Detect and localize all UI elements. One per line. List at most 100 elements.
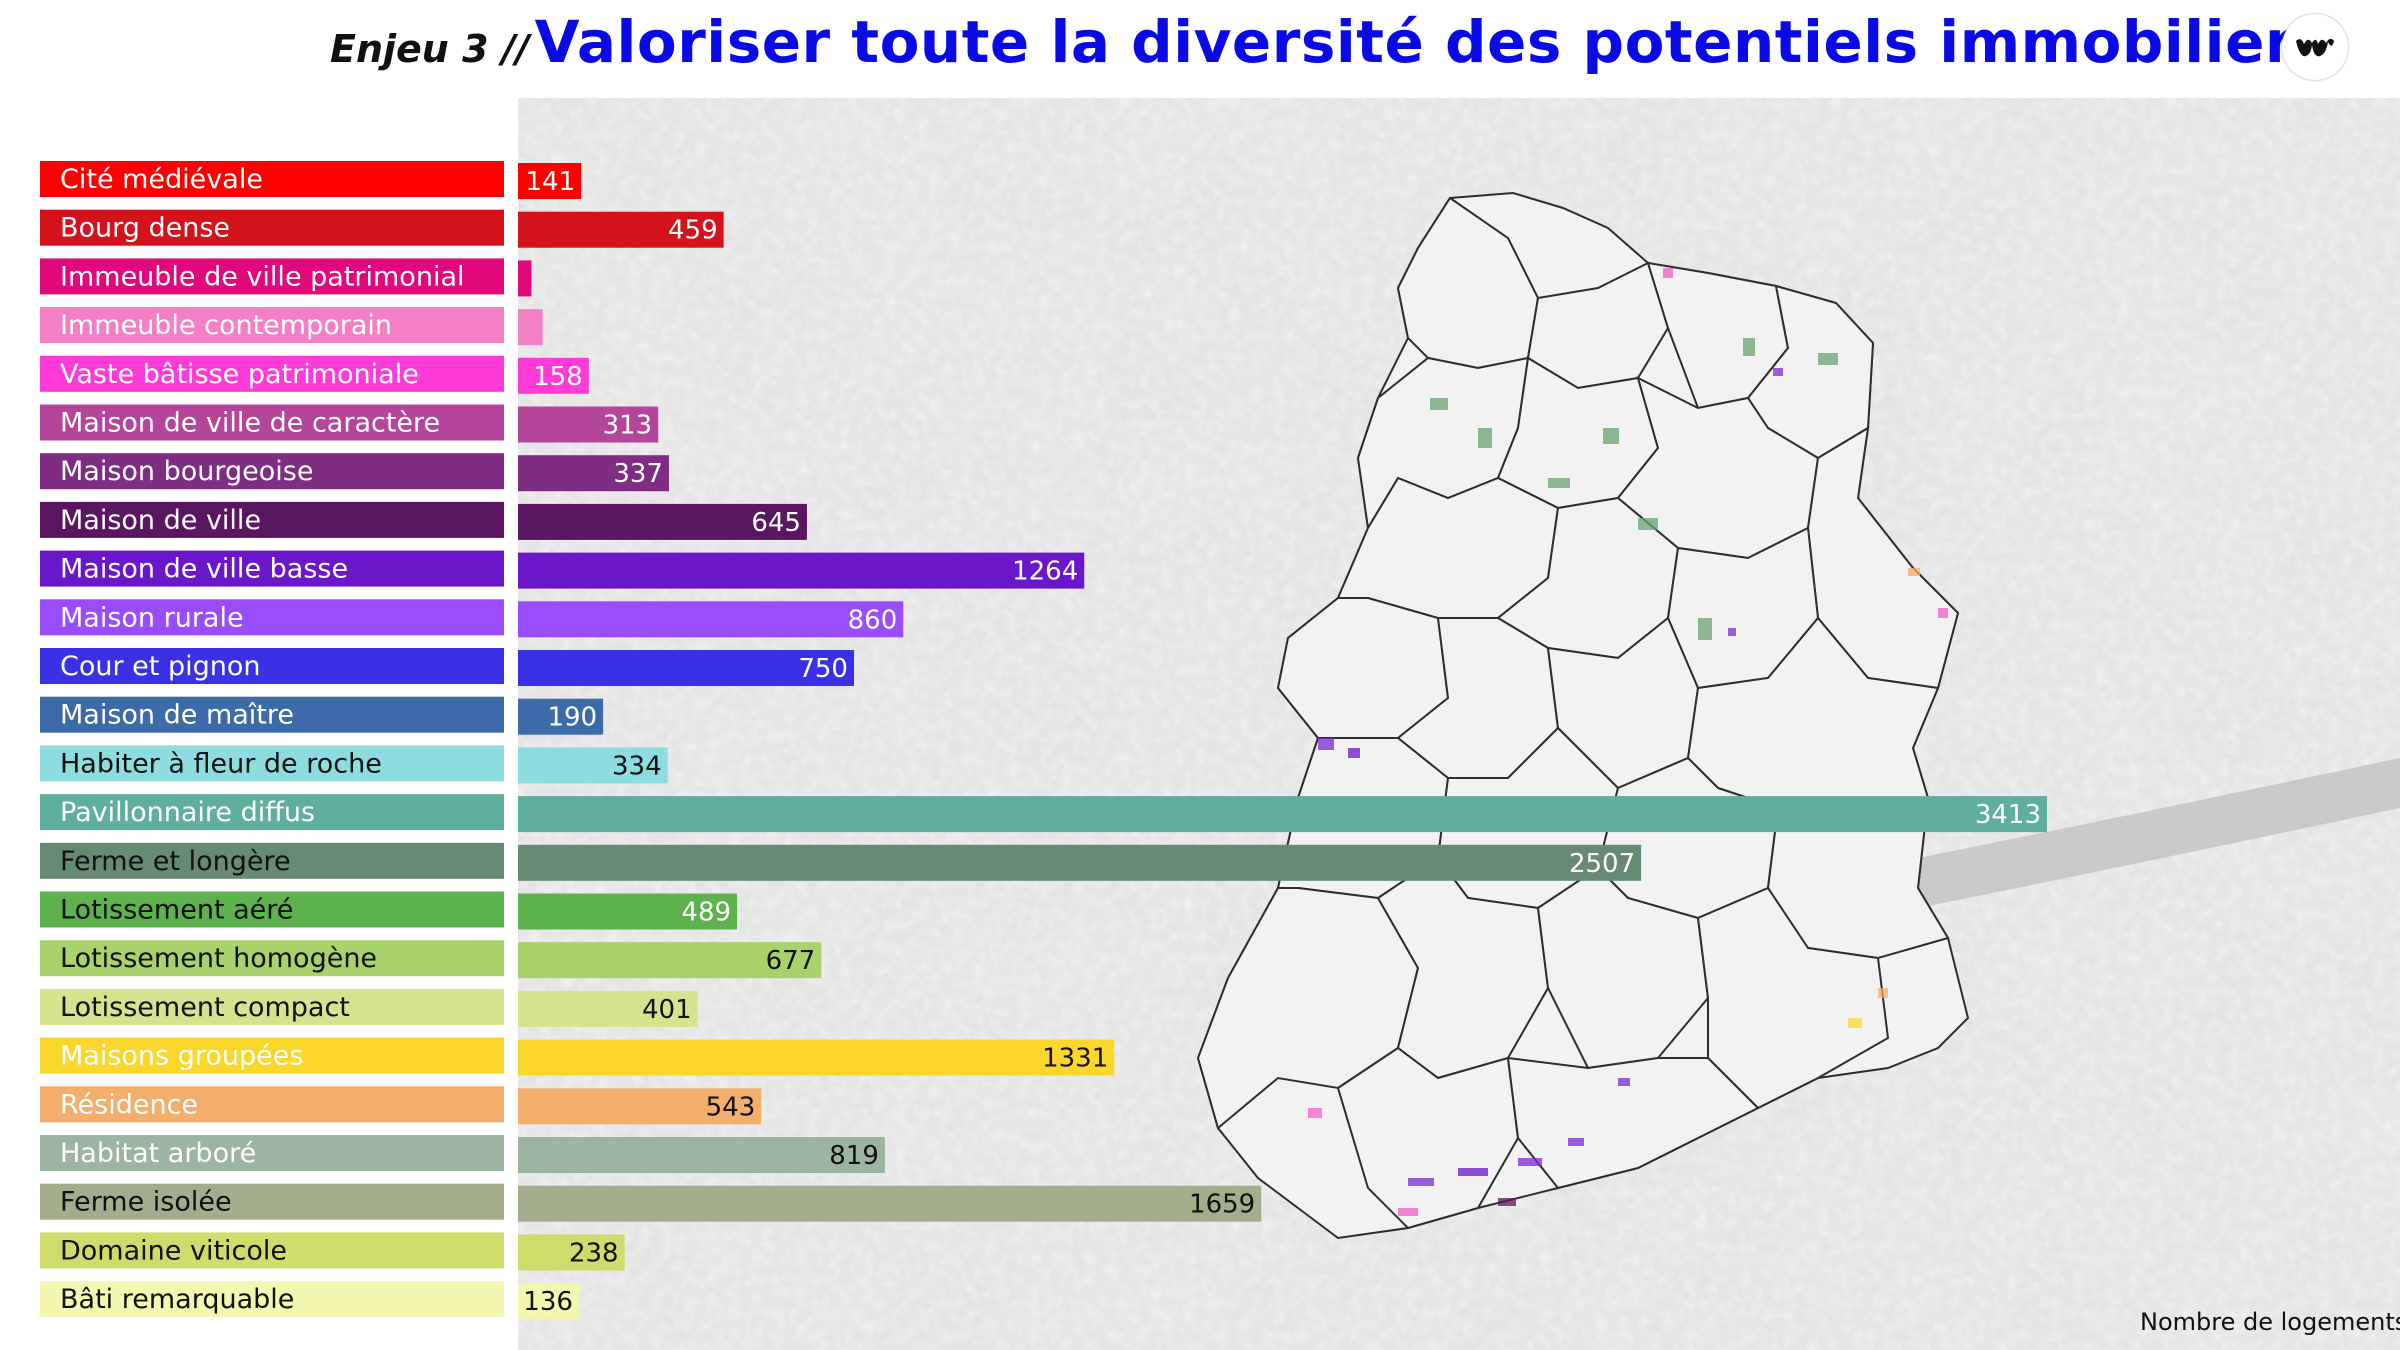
value-label: 136 (523, 1287, 573, 1317)
category-label-bg (40, 648, 504, 684)
bar (518, 260, 532, 297)
category-label: Lotissement homogène (60, 943, 377, 974)
page-title-bar: Enjeu 3 // Valoriser toute la diversité … (0, 0, 2400, 90)
value-label: 141 (526, 167, 576, 197)
category-label-bg (40, 1232, 504, 1269)
category-label: Immeuble de ville patrimonial (60, 261, 465, 292)
logo-icon (2296, 38, 2334, 57)
bar (518, 942, 822, 979)
category-label: Résidence (60, 1089, 198, 1120)
category-label-bg (40, 355, 504, 392)
category-label-bg (40, 1086, 504, 1123)
category-label: Lotissement aéré (60, 895, 293, 926)
bar (518, 990, 698, 1027)
bar (518, 503, 807, 540)
bars (518, 163, 2047, 1320)
value-label: 645 (751, 508, 801, 538)
category-label-bg (40, 161, 504, 197)
value-label: 190 (547, 703, 597, 733)
value-label: 337 (613, 459, 663, 489)
category-label-bg (40, 891, 504, 928)
title-prefix: Enjeu 3 // (330, 27, 530, 71)
category-label-bg (40, 599, 504, 636)
value-label: 158 (533, 362, 583, 392)
bar (518, 1088, 762, 1125)
value-label: 1659 (1189, 1190, 1255, 1220)
category-label-bg (40, 501, 504, 538)
category-label-bg (40, 1183, 504, 1220)
bar (518, 650, 854, 686)
bar (518, 601, 904, 638)
bar (518, 1039, 1115, 1076)
category-label-bg (40, 1281, 504, 1318)
category-label-bg (40, 258, 504, 295)
bar (518, 211, 724, 248)
category-label: Habitat arboré (60, 1138, 256, 1169)
category-label: Cour et pignon (60, 651, 260, 682)
value-label: 819 (829, 1141, 879, 1171)
bar (518, 1234, 625, 1271)
value-label: 2507 (1569, 849, 1635, 879)
bar (518, 1185, 1262, 1222)
bar (518, 1283, 579, 1320)
value-label: 1331 (1042, 1044, 1108, 1074)
category-label: Maison de maître (60, 700, 294, 731)
bar (518, 893, 738, 930)
value-label: 543 (706, 1092, 756, 1122)
bar (518, 698, 604, 735)
bar (518, 844, 1642, 881)
category-label: Maison rurale (60, 602, 244, 633)
category-label: Ferme et longère (60, 846, 291, 877)
value-label: 1264 (1012, 557, 1078, 587)
category-label-bg (40, 550, 504, 587)
value-label: 750 (798, 654, 848, 684)
category-label-bg (40, 1037, 504, 1074)
category-label-bg (40, 696, 504, 733)
category-label-bg (40, 453, 504, 490)
category-label: Maison de ville basse (60, 554, 348, 585)
value-label: 459 (668, 216, 718, 246)
category-label-bg (40, 404, 504, 441)
title-main: Valoriser toute la diversité des potenti… (534, 8, 2330, 76)
category-label: Pavillonnaire diffus (60, 797, 315, 828)
category-label: Maisons groupées (60, 1041, 303, 1072)
bar (518, 163, 582, 199)
category-label: Maison de ville de caractère (60, 408, 440, 439)
page-title: Enjeu 3 // Valoriser toute la diversité … (330, 6, 2329, 93)
category-label-bg (40, 940, 504, 977)
value-label: 334 (612, 751, 662, 781)
category-label: Cité médiévale (60, 164, 263, 195)
bar (518, 552, 1085, 589)
category-label-bg (40, 842, 504, 879)
axis-note: Nombre de logements (2140, 1308, 2400, 1336)
brand-logo (2282, 14, 2348, 80)
category-label: Bâti remarquable (60, 1284, 294, 1315)
value-label: 677 (766, 946, 816, 976)
bar (518, 406, 659, 443)
category-label-bg (40, 745, 504, 782)
bar (518, 309, 543, 346)
category-label-bg (40, 794, 504, 831)
category-label-bg (40, 209, 504, 246)
category-label: Domaine viticole (60, 1235, 287, 1266)
category-label: Maison de ville (60, 505, 261, 536)
category-label: Habiter à fleur de roche (60, 748, 382, 779)
bar (518, 455, 669, 492)
category-label-bg (40, 1135, 504, 1171)
bar (518, 796, 2047, 833)
value-label: 313 (603, 411, 653, 441)
bar (518, 357, 589, 394)
bar (518, 747, 668, 784)
category-label: Ferme isolée (60, 1187, 232, 1218)
category-labels: Cité médiévale Bourg dense Immeuble de vil… (40, 161, 504, 1318)
value-label: 3413 (1975, 800, 2041, 830)
category-label: Bourg dense (60, 213, 230, 244)
category-label: Immeuble contemporain (60, 310, 392, 341)
category-label: Lotissement compact (60, 992, 350, 1023)
parcel-patches (1308, 268, 1948, 1216)
value-label: 238 (569, 1238, 619, 1268)
bar (518, 1137, 885, 1173)
category-label-bg (40, 307, 504, 344)
